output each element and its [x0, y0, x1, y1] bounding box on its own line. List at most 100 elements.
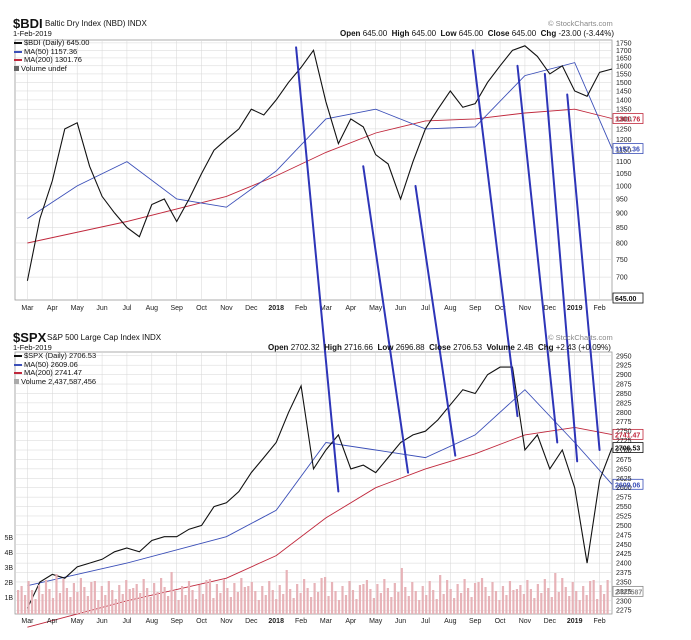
x-tick-label: Dec	[544, 618, 557, 625]
y-tick-label: 1100	[616, 159, 631, 166]
volume-bar	[62, 579, 65, 614]
connector-line	[362, 165, 410, 474]
y-tick-label: 2700	[616, 448, 632, 455]
volume-bar	[449, 589, 452, 614]
volume-bar	[156, 592, 159, 614]
volume-bar	[289, 589, 292, 614]
volume-bar	[606, 580, 609, 614]
connector-line	[543, 72, 579, 463]
x-tick-label: Nov	[519, 618, 532, 625]
volume-bar	[97, 600, 100, 614]
volume-bar	[37, 585, 41, 614]
y-tick-label: 2825	[616, 400, 632, 407]
volume-bar	[550, 597, 553, 614]
y-tick-label: 750	[616, 257, 628, 264]
volume-bar	[376, 584, 379, 614]
y-tick-label: 950	[616, 197, 628, 204]
x-tick-label: Dec	[544, 305, 557, 312]
volume-bar	[257, 600, 260, 614]
x-tick-label: May	[369, 618, 383, 625]
y-tick-label: 1400	[616, 97, 632, 104]
volume-bar	[460, 593, 463, 614]
volume-bar	[83, 587, 86, 614]
y-tick-label: 2550	[616, 504, 632, 511]
volume-bar	[226, 588, 229, 614]
volume-bar	[404, 587, 407, 614]
volume-bar	[233, 583, 236, 614]
volume-bar	[442, 594, 445, 614]
volume-bar	[411, 582, 414, 614]
volume-bar	[316, 592, 320, 614]
volume-bar	[170, 572, 173, 614]
volume-bar	[365, 580, 369, 614]
y-tick-label: 1050	[616, 171, 632, 178]
connector-line	[471, 49, 519, 418]
volume-bar	[285, 570, 288, 614]
connector-line	[414, 184, 457, 457]
volume-bar	[330, 582, 334, 614]
volume-bar	[17, 590, 20, 614]
volume-bar	[104, 595, 107, 614]
volume-bar	[215, 584, 219, 614]
y-tick-label: 1650	[616, 55, 632, 62]
volume-bar	[121, 594, 124, 614]
x-tick-label: May	[369, 305, 383, 312]
y-tick-label: 2375	[616, 570, 632, 577]
volume-bar	[282, 594, 285, 614]
volume-bar	[344, 595, 348, 614]
volume-bar	[135, 584, 138, 614]
y-tick-label: 2450	[616, 542, 632, 549]
volume-bar	[473, 583, 477, 614]
volume-bars	[17, 568, 609, 614]
x-tick-label: Mar	[21, 305, 34, 312]
ma200-line	[27, 108, 613, 244]
volume-bar	[111, 590, 114, 614]
ma200-line	[27, 426, 613, 628]
plot-frame	[14, 39, 613, 301]
plot-frame	[14, 351, 613, 615]
x-tick-label: Mar	[21, 618, 34, 625]
volume-bar	[219, 593, 222, 614]
y-tick-label: 1250	[616, 126, 632, 133]
volume-bar	[599, 585, 602, 614]
x-tick-label: Aug	[444, 618, 457, 625]
volume-bar	[348, 581, 351, 614]
x-tick-label: 2018	[268, 305, 284, 312]
volume-bar	[306, 588, 309, 614]
connector-line	[566, 93, 601, 452]
x-tick-label: Jun	[395, 305, 406, 312]
volume-bar	[72, 583, 76, 614]
volume-bar	[435, 599, 438, 614]
y-tick-label: 2675	[616, 457, 632, 464]
volume-bar	[400, 568, 403, 614]
bdi-watermark: © StockCharts.com	[548, 19, 613, 28]
volume-bar	[125, 580, 128, 614]
volume-bar	[20, 586, 23, 614]
volume-bar	[254, 591, 257, 614]
volume-bar	[30, 590, 34, 614]
value-tag-label: 1301.76	[615, 117, 640, 124]
volume-bar	[34, 599, 37, 614]
y-tick-label: 2625	[616, 476, 632, 483]
y-tick-label: 2650	[616, 466, 632, 473]
volume-bar	[498, 600, 501, 614]
y-tick-label: 1000	[616, 183, 632, 190]
volume-bar	[128, 589, 131, 614]
volume-bar	[41, 594, 44, 614]
volume-bar	[296, 584, 299, 614]
volume-tick-label: 3B	[4, 565, 13, 572]
x-tick-label: Oct	[196, 305, 207, 312]
y-tick-label: 1550	[616, 71, 632, 78]
value-tag-label: 1157.36	[615, 147, 640, 154]
volume-bar	[23, 595, 27, 614]
value-tag	[612, 442, 644, 453]
y-tick-label: 700	[616, 275, 628, 282]
volume-bar	[372, 598, 375, 614]
x-tick-label: May	[71, 305, 85, 312]
y-tick-label: 1700	[616, 48, 632, 55]
value-tag-label: 2741.47	[615, 432, 640, 439]
legend-item: Volume undef	[14, 64, 89, 74]
volume-bar	[564, 587, 567, 614]
bdi-legend: $BDI (Daily) 645.00 MA(50) 1157.36 MA(20…	[14, 38, 89, 74]
y-tick-label: 2275	[616, 608, 632, 615]
